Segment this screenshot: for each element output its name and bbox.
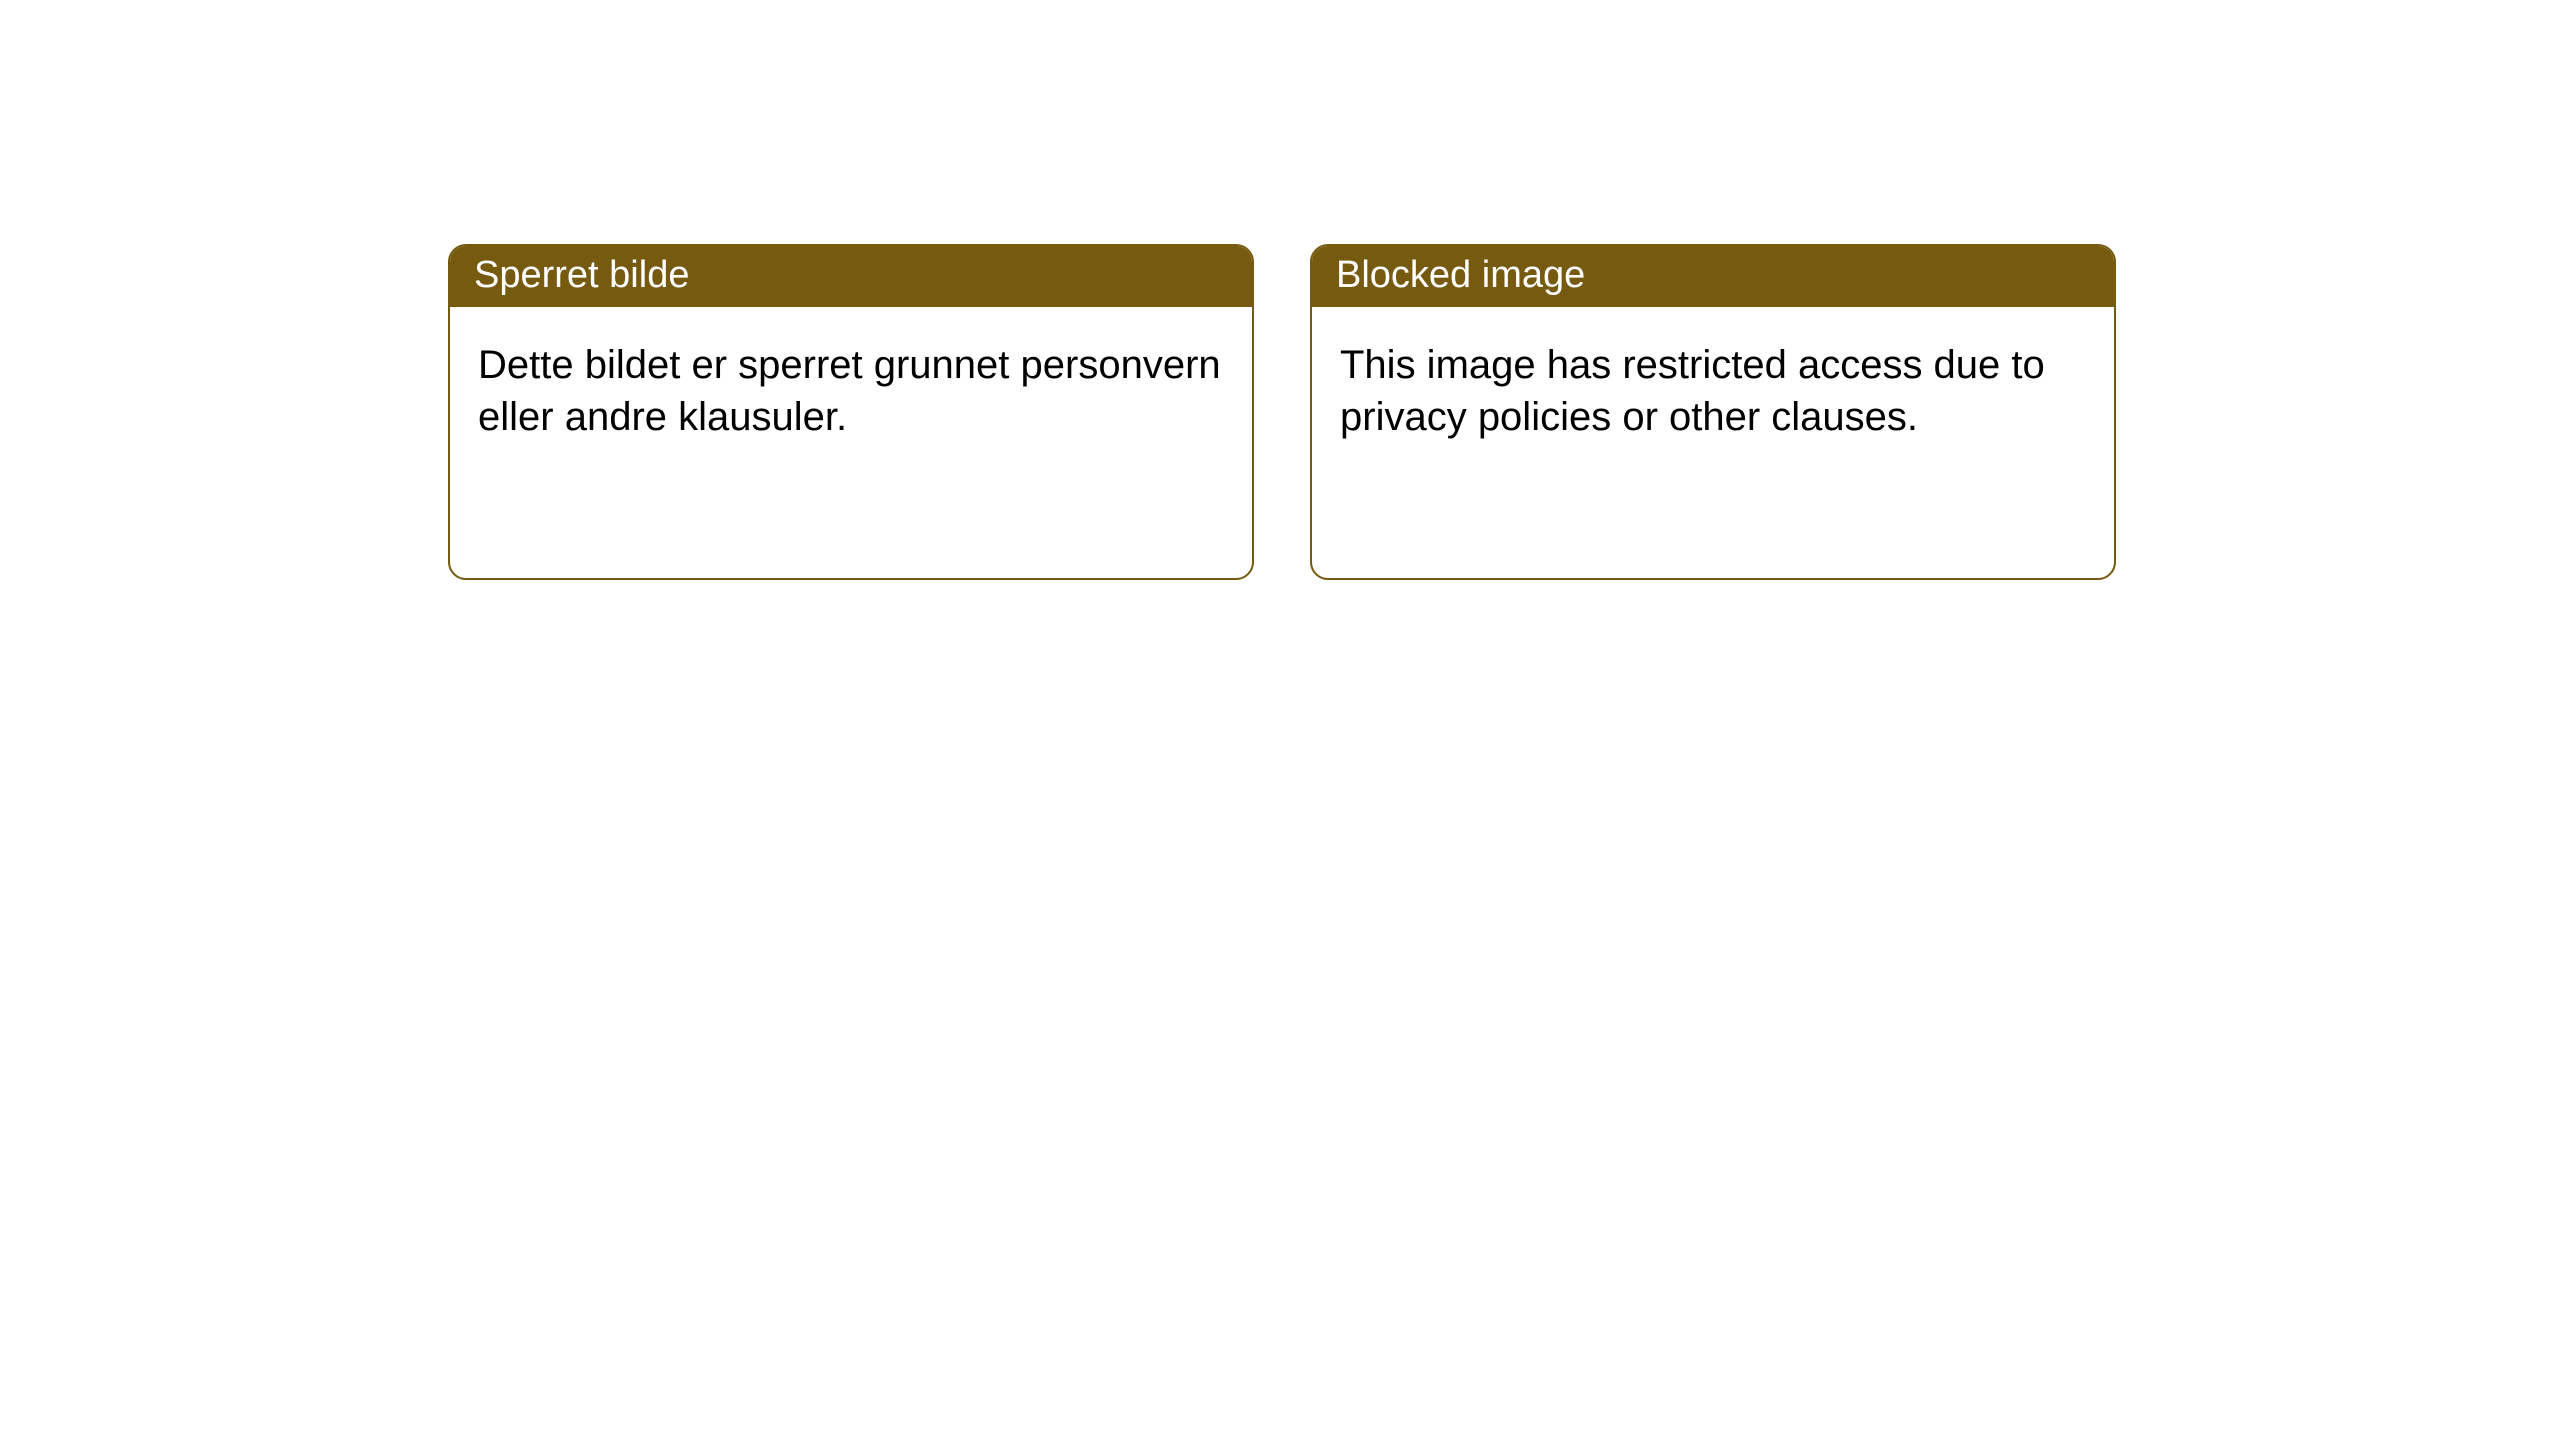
card-header-english: Blocked image — [1312, 246, 2114, 307]
card-body-english: This image has restricted access due to … — [1312, 307, 2114, 475]
card-header-norwegian: Sperret bilde — [450, 246, 1252, 307]
card-body-norwegian: Dette bildet er sperret grunnet personve… — [450, 307, 1252, 475]
card-text-english: This image has restricted access due to … — [1340, 343, 2045, 439]
card-title-english: Blocked image — [1336, 254, 1585, 296]
card-text-norwegian: Dette bildet er sperret grunnet personve… — [478, 343, 1221, 439]
notice-card-english: Blocked image This image has restricted … — [1310, 244, 2116, 580]
notice-cards-container: Sperret bilde Dette bildet er sperret gr… — [448, 244, 2560, 580]
notice-card-norwegian: Sperret bilde Dette bildet er sperret gr… — [448, 244, 1254, 580]
card-title-norwegian: Sperret bilde — [474, 254, 689, 296]
